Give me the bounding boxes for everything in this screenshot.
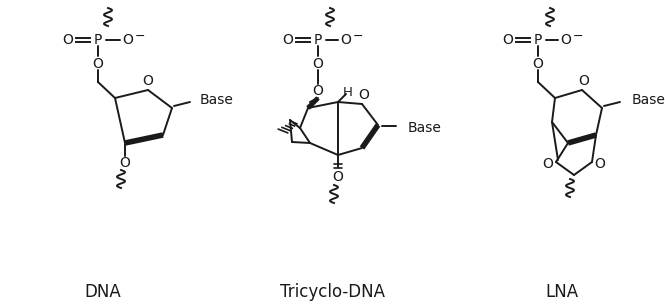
Text: O: O [63, 33, 73, 47]
Text: O: O [358, 88, 370, 102]
Text: −: − [135, 29, 145, 43]
Text: DNA: DNA [84, 283, 122, 301]
Text: H: H [343, 87, 353, 99]
Text: O: O [122, 33, 134, 47]
Text: O: O [313, 57, 323, 71]
Text: O: O [313, 84, 323, 98]
Text: O: O [142, 74, 154, 88]
Text: O: O [533, 57, 543, 71]
Text: −: − [573, 29, 583, 43]
Text: O: O [120, 156, 130, 170]
Text: P: P [534, 33, 542, 47]
Text: O: O [92, 57, 104, 71]
Text: LNA: LNA [545, 283, 579, 301]
Text: O: O [579, 74, 589, 88]
Text: Base: Base [200, 93, 234, 107]
Text: −: − [352, 29, 363, 43]
Text: Base: Base [632, 93, 665, 107]
Text: Base: Base [408, 121, 442, 135]
Text: O: O [283, 33, 293, 47]
Text: O: O [503, 33, 513, 47]
Text: O: O [340, 33, 351, 47]
Text: O: O [561, 33, 571, 47]
Text: O: O [595, 157, 605, 171]
Text: P: P [94, 33, 102, 47]
Text: Tricyclo-DNA: Tricyclo-DNA [280, 283, 385, 301]
Text: P: P [314, 33, 322, 47]
Text: O: O [543, 157, 553, 171]
Text: O: O [332, 170, 343, 184]
